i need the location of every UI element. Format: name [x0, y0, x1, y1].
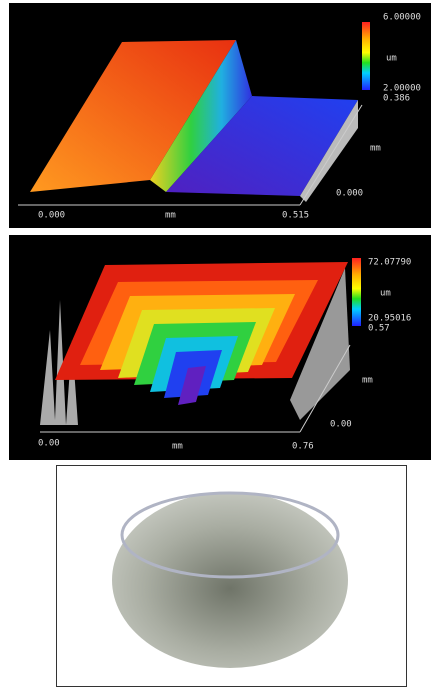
crater-photo: [112, 492, 348, 668]
y-max: 0.386: [383, 94, 410, 104]
scale-min: 20.95016: [368, 314, 411, 324]
y-max: 0.57: [368, 324, 390, 334]
x-max: 0.515: [282, 211, 309, 221]
x-max: 0.76: [292, 442, 314, 452]
color-bar: [352, 258, 361, 326]
scale-max: 6.00000: [383, 13, 421, 23]
color-bar: [362, 22, 370, 90]
x-unit: mm: [165, 211, 176, 221]
x-unit: mm: [172, 442, 183, 452]
panel-3: [57, 466, 407, 687]
x-min: 0.000: [38, 211, 65, 221]
y-unit: mm: [362, 376, 373, 386]
y-unit: mm: [370, 144, 381, 154]
x-min: 0.00: [38, 439, 60, 449]
y-min: 0.000: [336, 189, 363, 199]
figure: 6.00000 um 2.00000 0.386 mm 0.000 0.000 …: [0, 0, 441, 687]
panel-2: 72.07790 um 20.95016 0.57 mm 0.00 0.00 m…: [9, 235, 431, 460]
scale-min: 2.00000: [383, 84, 421, 94]
scale-unit: um: [380, 289, 391, 299]
page: 6.00000 um 2.00000 0.386 mm 0.000 0.000 …: [0, 0, 441, 687]
scale-unit: um: [386, 54, 397, 64]
scale-max: 72.07790: [368, 258, 411, 268]
y-min: 0.00: [330, 420, 352, 430]
panel-1: 6.00000 um 2.00000 0.386 mm 0.000 0.000 …: [9, 3, 431, 228]
